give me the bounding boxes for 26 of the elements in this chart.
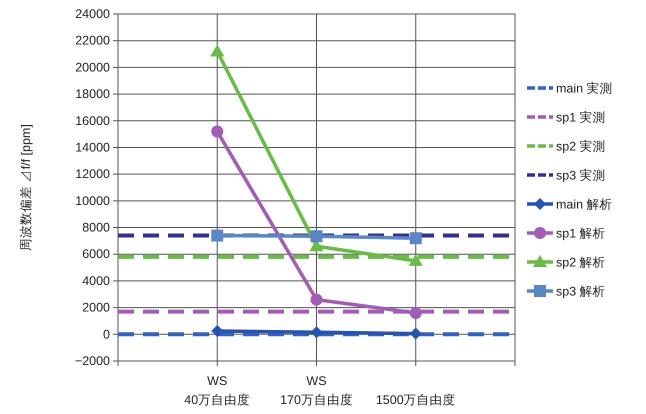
y-axis-title: 周波数偏差 ⊿f/f [ppm]	[19, 124, 33, 251]
y-tick-label: 16000	[75, 114, 110, 128]
x-tick-label: WS 170万自由度	[280, 374, 353, 407]
y-tick-label: 6000	[82, 247, 110, 262]
legend-label: sp3 解析	[556, 284, 606, 298]
y-tick-label: 18000	[75, 87, 110, 102]
legend-label: main 解析	[556, 198, 613, 212]
y-tick-label: 2000	[82, 300, 110, 315]
y-tick-label: 14000	[75, 140, 110, 154]
y-tick-label: −2000	[74, 354, 110, 368]
legend-label: sp2 実測	[556, 138, 606, 154]
x-tick-label: 1500万自由度	[376, 392, 456, 407]
x-tick-label: WS 40万自由度	[184, 374, 250, 407]
y-tick-label: 24000	[75, 7, 110, 21]
y-tick-label: 0	[103, 327, 110, 342]
y-tick-label: 8000	[82, 220, 110, 235]
legend-label: main 実測	[556, 80, 613, 96]
legend-label: sp1 実測	[556, 110, 606, 124]
legend-label: sp1 解析	[556, 226, 606, 240]
y-tick-label: 4000	[82, 274, 110, 288]
legend-label: sp3 実測	[556, 168, 606, 182]
legend-label: sp2 解析	[556, 256, 606, 270]
y-tick-label: 10000	[75, 194, 110, 208]
y-tick-label: 22000	[75, 34, 110, 48]
y-tick-label: 20000	[75, 60, 110, 74]
y-tick-label: 12000	[75, 167, 110, 182]
